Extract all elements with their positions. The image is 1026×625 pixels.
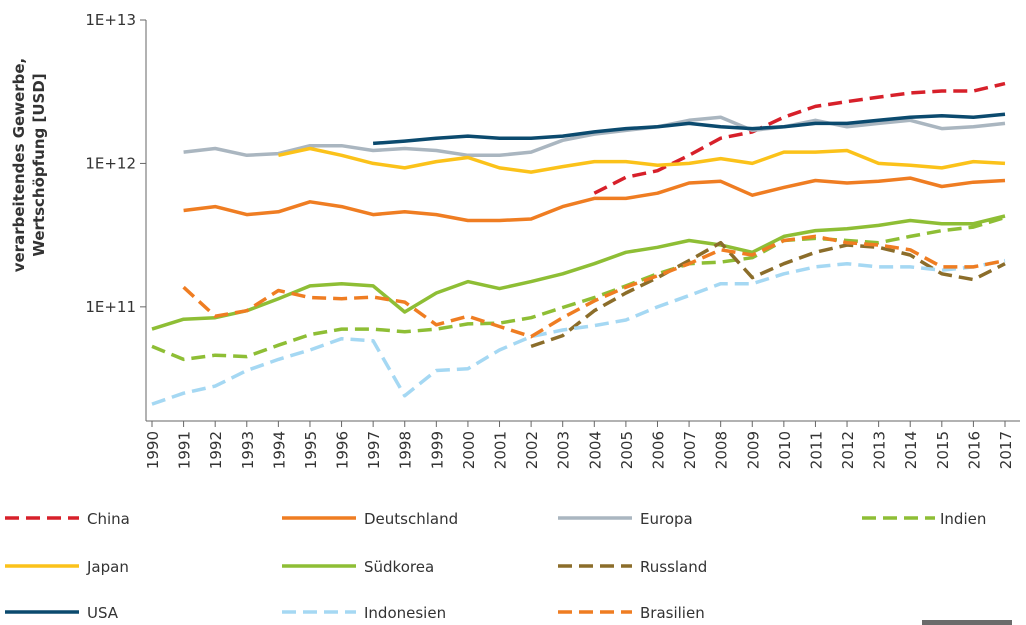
x-tick-label: 2007 <box>681 431 699 469</box>
legend-label: Japan <box>86 558 129 576</box>
y-axis-title: verarbeitendes Gewerbe, Wertschöpfung [U… <box>10 58 48 273</box>
legend-label: Europa <box>640 510 693 528</box>
legend-label: Brasilien <box>640 604 705 622</box>
series-line <box>183 176 1006 223</box>
legend-item: China <box>5 510 130 528</box>
y-axis-title-line: Wertschöpfung [USD] <box>30 73 48 256</box>
series-line <box>278 146 1006 174</box>
y-tick-label: 1E+13 <box>85 11 136 29</box>
legend-label: Indien <box>940 510 986 528</box>
series-line <box>151 214 1006 331</box>
series-line <box>183 115 1006 158</box>
legend-label: Indonesien <box>364 604 446 622</box>
x-tick-label: 2003 <box>555 431 573 469</box>
x-tick-label: 2013 <box>871 431 889 469</box>
x-tick-label: 2015 <box>934 431 952 469</box>
x-tick-label: 2004 <box>586 431 604 469</box>
series-line <box>530 240 1006 349</box>
x-tick-label: 2009 <box>744 431 762 469</box>
legend-label: Russland <box>640 558 707 576</box>
legend-item: Indien <box>862 510 986 528</box>
legend-item: Indonesien <box>282 604 446 622</box>
legend-item: Südkorea <box>282 558 434 576</box>
legend-item: Brasilien <box>558 604 705 622</box>
x-tick-label: 1991 <box>176 431 194 469</box>
legend-item: Europa <box>558 510 693 528</box>
x-tick-label: 2005 <box>618 431 636 469</box>
x-tick-label: 1996 <box>334 431 352 469</box>
series-line <box>151 215 1006 362</box>
y-tick-label: 1E+11 <box>85 298 136 316</box>
x-tick-label: 1999 <box>428 431 446 469</box>
x-tick-label: 1997 <box>365 431 383 469</box>
x-tick-label: 2000 <box>460 431 478 469</box>
series-line <box>151 258 1006 406</box>
x-tick-label: 1995 <box>302 431 320 469</box>
legend-item: Russland <box>558 558 707 576</box>
x-tick-label: 2017 <box>997 431 1015 469</box>
legend-label: USA <box>87 604 119 622</box>
legend-item: Japan <box>5 558 129 576</box>
legend-item: Deutschland <box>282 510 458 528</box>
series-line <box>593 81 1006 195</box>
series-line <box>182 234 1006 339</box>
x-tick-label: 1993 <box>239 431 257 469</box>
x-tick-label: 1992 <box>207 431 225 469</box>
legend-label: Deutschland <box>364 510 458 528</box>
x-tick-label: 2012 <box>839 431 857 469</box>
legend-label: Südkorea <box>364 558 434 576</box>
x-tick-label: 2002 <box>523 431 541 469</box>
y-axis-title-line: verarbeitendes Gewerbe, <box>10 58 28 273</box>
x-tick-label: 2016 <box>965 431 983 469</box>
x-tick-label: 1994 <box>270 431 288 469</box>
legend-label: China <box>87 510 130 528</box>
x-tick-label: 2011 <box>807 431 825 469</box>
x-tick-label: 2010 <box>776 431 794 469</box>
x-tick-label: 2001 <box>492 431 510 469</box>
legend-item: USA <box>5 604 119 622</box>
series-line <box>372 112 1006 146</box>
x-tick-label: 2008 <box>713 431 731 469</box>
x-tick-label: 2006 <box>649 431 667 469</box>
decor-bar <box>922 620 1012 625</box>
x-tick-label: 1998 <box>397 431 415 469</box>
x-tick-label: 2014 <box>902 431 920 469</box>
x-tick-label: 1990 <box>144 431 162 469</box>
y-tick-label: 1E+12 <box>85 154 136 172</box>
